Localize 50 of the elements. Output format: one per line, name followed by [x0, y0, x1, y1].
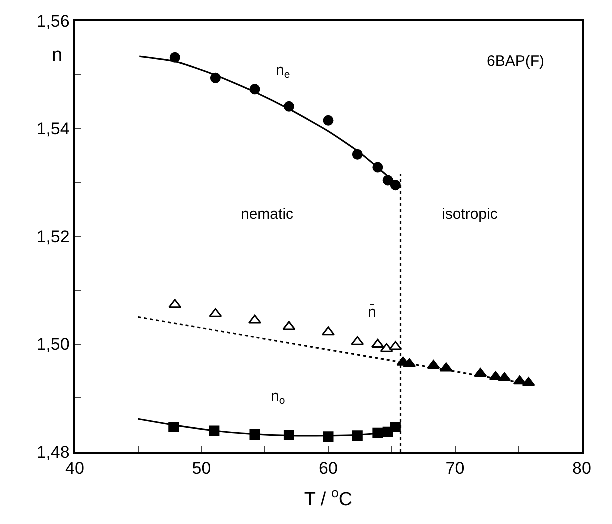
point	[427, 360, 440, 370]
y-tick-label: 1,52	[36, 227, 70, 246]
point	[209, 426, 220, 436]
point	[403, 358, 416, 368]
point	[390, 422, 401, 432]
annotation: n̄	[368, 304, 376, 321]
annotation: n$_{o}$	[271, 388, 286, 408]
point	[389, 341, 402, 350]
point	[372, 428, 384, 438]
point	[522, 377, 536, 386]
point	[284, 101, 294, 112]
x-tick-label: 50	[192, 459, 212, 478]
x-tick-label: 80	[572, 459, 592, 478]
point	[282, 321, 296, 330]
annotation: n$_{e}$	[276, 62, 290, 82]
point	[250, 430, 260, 440]
annotation: isotropic	[442, 206, 498, 223]
point	[352, 149, 363, 160]
point	[489, 371, 502, 380]
point	[351, 336, 364, 346]
point	[498, 372, 512, 382]
point	[168, 299, 182, 308]
annotation: 6BAP(F)	[487, 53, 545, 70]
point	[390, 180, 401, 191]
point	[250, 84, 260, 95]
y-tick-label: 1,48	[36, 442, 70, 462]
point	[168, 422, 180, 432]
x-tick-label: 60	[319, 459, 338, 478]
point	[284, 430, 294, 441]
point	[352, 430, 363, 442]
y-tick-label: 1,50	[36, 335, 70, 354]
y-axis-title: n	[52, 45, 63, 66]
point	[382, 175, 394, 186]
point	[380, 343, 394, 352]
point	[371, 339, 384, 348]
point	[209, 308, 222, 318]
point	[513, 376, 526, 385]
x-tick-label: 70	[446, 459, 465, 478]
point	[372, 162, 384, 173]
y-tick-label: 1,56	[36, 12, 70, 31]
x-tick-label: 40	[66, 459, 84, 478]
point	[474, 368, 488, 378]
point	[323, 115, 334, 126]
point	[440, 362, 453, 372]
annotation: nematic	[241, 206, 294, 223]
x-axis-title: T / $^{o}$C	[304, 485, 353, 510]
y-tick-label: 1,54	[36, 120, 70, 139]
point	[170, 52, 180, 63]
point	[323, 432, 334, 442]
point	[210, 72, 221, 84]
